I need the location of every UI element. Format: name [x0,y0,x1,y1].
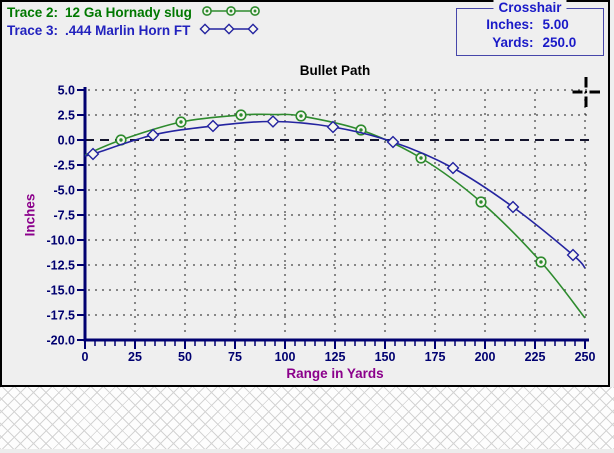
x-axis-title: Range in Yards [286,366,384,381]
trace-3-label: Trace 3: [7,22,59,38]
svg-text:-15.0: -15.0 [47,284,76,298]
svg-text:200: 200 [475,350,496,364]
chart-panel-border [0,0,610,387]
crosshair-cursor-icon [572,77,600,107]
svg-text:5.0: 5.0 [58,84,75,98]
svg-text:0.0: 0.0 [58,134,75,148]
svg-text:250: 250 [575,350,596,364]
svg-text:-17.5: -17.5 [47,309,76,323]
crosshair-readouts: Inches: 5.00 Yards: 250.0 [457,16,603,52]
crosshair-inches-label: Inches: [486,17,534,32]
crosshair-inches-value: 5.00 [542,17,569,32]
svg-text:225: 225 [525,350,546,364]
chart-panel: 5.0 2.5 0.0 -2.5 -5.0 -7.5 -10.0 -12.5 -15.0 -17.… [0,0,614,387]
svg-text:0: 0 [82,350,89,364]
crosshair-info-box: Crosshair Inches: 5.00 Yards: 250.0 [456,0,604,56]
crosshair-box-title: Crosshair [493,0,567,15]
trace-legend: Trace 2: 12 Ga Hornady slug Trace 3: .444 … [7,3,262,39]
svg-text:75: 75 [228,350,242,364]
legend-item-trace-2: Trace 2: 12 Ga Hornady slug [7,3,262,21]
svg-text:25: 25 [128,350,142,364]
svg-text:-12.5: -12.5 [47,259,76,273]
crosshair-yards-value: 250.0 [542,35,577,50]
svg-text:100: 100 [275,350,296,364]
trace-2-line-sample-icon [200,4,262,21]
legend-item-trace-3: Trace 3: .444 Marlin Horn FT [7,21,262,39]
trace-3-name: .444 Marlin Horn FT [65,22,191,38]
svg-text:150: 150 [375,350,396,364]
svg-text:125: 125 [325,350,346,364]
svg-text:175: 175 [425,350,446,364]
bullet-path-chart[interactable]: 5.0 2.5 0.0 -2.5 -5.0 -7.5 -10.0 -12.5 -15.0 -17.… [0,0,614,387]
crosshair-yards-row: Yards: 250.0 [457,34,603,52]
chart-title: Bullet Path [299,63,371,78]
svg-text:-5.0: -5.0 [53,184,75,198]
svg-text:-2.5: -2.5 [53,159,75,173]
trace-3-line-sample-icon [198,22,260,39]
window-bottom-edge [0,449,614,453]
trace-2-name: 12 Ga Hornady slug [65,4,192,20]
crosshair-inches-row: Inches: 5.00 [457,16,603,34]
crosshair-yards-label: Yards: [492,35,534,50]
window-background-hatch [0,387,614,449]
svg-text:-20.0: -20.0 [47,334,76,348]
svg-text:2.5: 2.5 [58,109,75,123]
svg-text:-10.0: -10.0 [47,234,76,248]
y-axis-title: Inches [22,193,38,237]
svg-text:50: 50 [178,350,192,364]
svg-text:-7.5: -7.5 [53,209,75,223]
trace-2-label: Trace 2: [7,4,59,20]
